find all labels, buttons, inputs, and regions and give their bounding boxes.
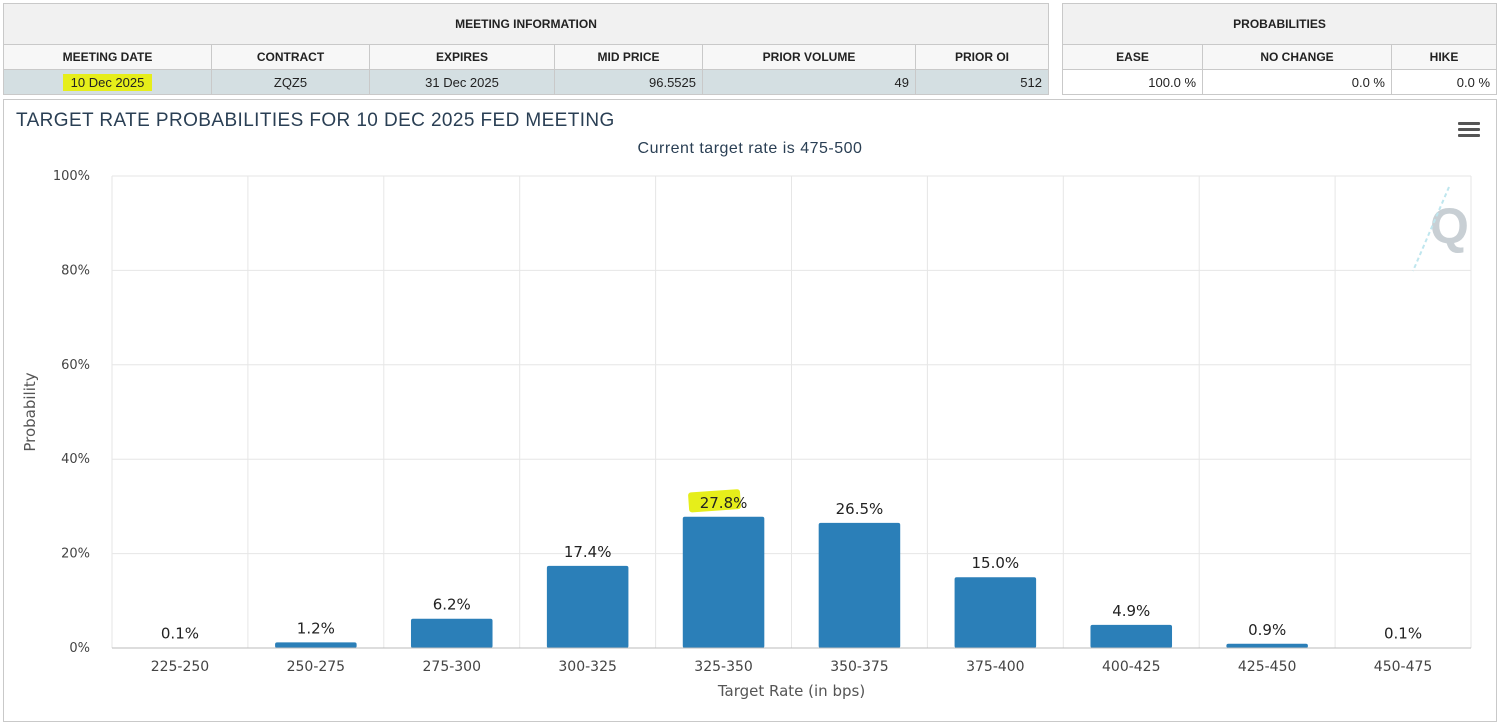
y-tick-label: 20% [61,547,90,562]
data-label: 26.5% [836,500,884,518]
bar [410,618,493,648]
bar [1090,624,1173,648]
data-label: 27.8% [700,494,748,512]
bar [1226,643,1308,648]
data-label: 6.2% [433,596,471,614]
x-tick-label: 250-275 [287,659,346,675]
chart-title: TARGET RATE PROBABILITIES FOR 10 DEC 202… [16,110,615,131]
contract-cell: ZQZ5 [211,69,370,95]
meeting-information-table: MEETING INFORMATION MEETING DATE CONTRAC… [3,3,1049,95]
prior-volume-cell: 49 [702,69,916,95]
x-tick-label: 400-425 [1102,659,1161,675]
meeting-date-value: 10 Dec 2025 [62,73,153,91]
y-tick-label: 100% [53,169,90,184]
col-contract: CONTRACT [211,44,370,70]
y-tick-label: 80% [61,263,90,278]
data-label: 17.4% [564,543,612,561]
probabilities-table: PROBABILITIES EASE NO CHANGE HIKE 100.0 … [1061,3,1498,95]
no-change-cell: 0.0 % [1202,69,1392,95]
mid-price-cell: 96.5525 [554,69,703,95]
ease-cell: 100.0 % [1062,69,1203,95]
x-tick-label: 350-375 [830,659,889,675]
bar [682,516,765,648]
prior-oi-cell: 512 [915,69,1049,95]
x-tick-label: 325-350 [694,659,753,675]
data-label: 0.1% [1384,625,1422,643]
col-ease: EASE [1062,44,1203,70]
x-tick-label: 225-250 [151,659,210,675]
probabilities-header: PROBABILITIES [1061,3,1498,45]
svg-text:Q: Q [1430,198,1469,254]
col-prior-volume: PRIOR VOLUME [702,44,916,70]
bar [954,577,1037,648]
hamburger-menu-icon[interactable] [1458,122,1480,138]
x-tick-label: 300-325 [558,659,617,675]
data-label: 15.0% [972,554,1020,572]
col-prior-oi: PRIOR OI [915,44,1049,70]
probability-chart: 0.1% 1.2% 6.2% 17.4% 27.8% 26.5% 15.0% 4.9% 0.9%… [3,99,1497,722]
bar [275,642,357,648]
hike-cell: 0.0 % [1390,69,1498,95]
x-tick-label: 275-300 [423,659,482,675]
data-label: 4.9% [1112,602,1150,620]
y-tick-label: 40% [61,452,90,467]
meeting-date-cell[interactable]: 10 Dec 2025 [3,69,212,95]
bar [818,522,901,648]
data-label: 0.1% [161,625,199,643]
x-tick-label: 375-400 [966,659,1025,675]
y-tick-label: 0% [69,641,90,656]
meeting-information-header: MEETING INFORMATION [3,3,1049,45]
data-label: 0.9% [1248,621,1286,639]
probabilities-row: 100.0 % 0.0 % 0.0 % [1062,69,1498,95]
data-label: 1.2% [297,619,335,637]
label-highlight [688,489,741,513]
y-tick-label: 60% [61,358,90,373]
x-axis-title: Target Rate (in bps) [717,682,865,700]
y-axis-title: Probability [21,372,39,451]
col-meeting-date: MEETING DATE [3,44,212,70]
bar [546,565,629,648]
x-tick-label: 450-475 [1374,659,1433,675]
meeting-row[interactable]: 10 Dec 2025 ZQZ5 31 Dec 2025 96.5525 49 … [3,69,1049,95]
col-expires: EXPIRES [369,44,555,70]
quikstrike-q-logo-icon: Q [1412,186,1469,272]
chart-plot: 0.1% 1.2% 6.2% 17.4% 27.8% 26.5% 15.0% 4.9% 0.9%… [21,169,1472,700]
chart-subtitle: Current target rate is 475-500 [637,140,863,157]
col-no-change: NO CHANGE [1202,44,1392,70]
col-hike: HIKE [1390,44,1498,70]
col-mid-price: MID PRICE [554,44,703,70]
expires-cell: 31 Dec 2025 [369,69,555,95]
x-tick-label: 425-450 [1238,659,1297,675]
